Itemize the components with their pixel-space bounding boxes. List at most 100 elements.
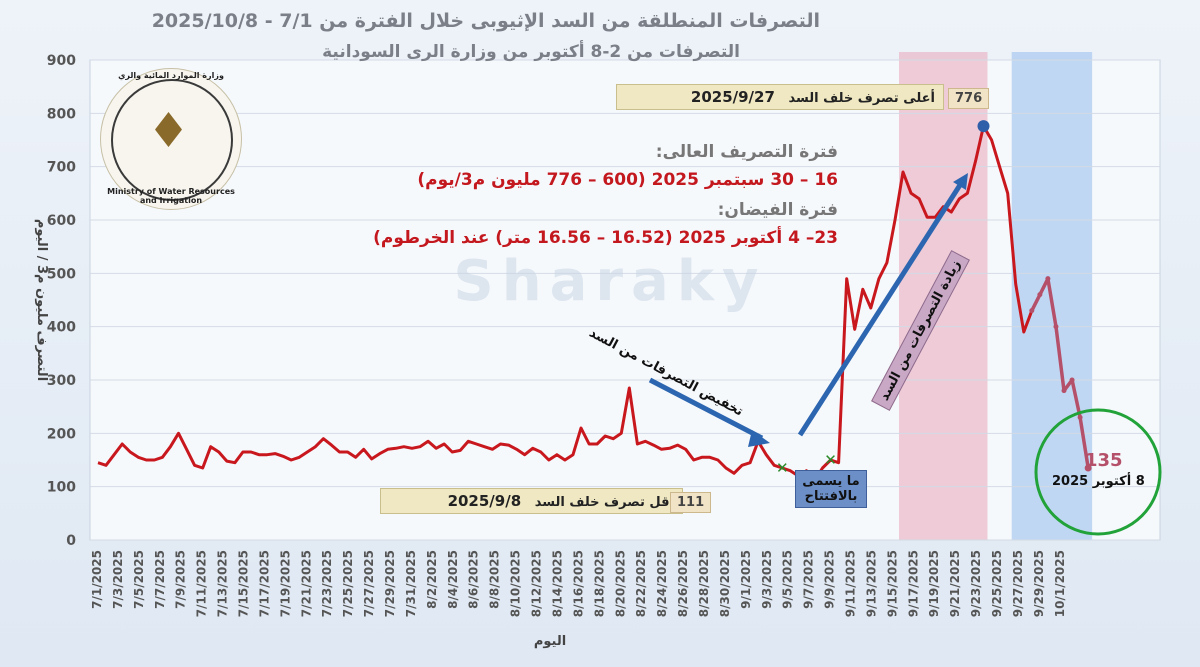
x-tick-label: 7/27/2025 — [362, 550, 376, 617]
reduce-arrow — [648, 377, 764, 441]
y-tick-label: 200 — [47, 426, 76, 442]
x-tick-label: 7/19/2025 — [278, 550, 292, 617]
series-point — [1045, 276, 1051, 282]
x-tick-label: 9/7/2025 — [802, 550, 816, 609]
x-tick-label: 7/5/2025 — [132, 550, 146, 609]
x-tick-label: 7/7/2025 — [153, 550, 167, 609]
x-tick-label: 7/23/2025 — [320, 550, 334, 617]
series-lines — [97, 124, 1091, 483]
x-tick-label: 7/29/2025 — [383, 550, 397, 617]
watermark: Sharaky — [453, 249, 766, 314]
series-point — [1077, 414, 1083, 420]
x-tick-label: 8/8/2025 — [488, 550, 502, 609]
logo-arabic-text: وزارة الموارد المائية والري — [118, 71, 224, 80]
x-tick-label: 8/24/2025 — [655, 550, 669, 617]
y-axis-label: التصرف مليون م3 / اليوم — [34, 219, 49, 381]
x-tick-label: 9/27/2025 — [1011, 550, 1025, 617]
series-point — [1037, 292, 1043, 298]
min-callout-label: أقل تصرف خلف السد — [534, 495, 674, 510]
max-callout-label: أعلى تصرف خلف السد — [788, 91, 936, 106]
ministry-logo: وزارة الموارد المائية والري ♦ Ministry o… — [100, 68, 242, 210]
x-marker: ✕ — [776, 459, 789, 477]
x-tick-label: 9/15/2025 — [885, 550, 899, 617]
min-callout: أقل تصرف خلف السد 2025/9/8 — [380, 488, 683, 514]
opening-note: ما يسمى بالافتتاح — [795, 470, 867, 508]
max-callout: أعلى تصرف خلف السد 2025/9/27 — [616, 84, 944, 110]
high-discharge-text: 16 – 30 سبتمبر 2025 (600 – 776 مليون م3/… — [417, 170, 838, 190]
x-tick-labels: 7/1/2025 7/3/2025 7/5/2025 7/7/2025 7/9/2025… — [90, 550, 1067, 617]
y-tick-label: 600 — [47, 213, 76, 229]
y-tick-label: 700 — [47, 160, 76, 176]
reduce-arrow-head — [748, 430, 770, 447]
x-marker: ✕ — [824, 451, 837, 469]
min-value-badge: 111 — [670, 492, 712, 513]
series-point — [1069, 377, 1075, 383]
x-tick-label: 9/3/2025 — [760, 550, 774, 609]
max-marker — [977, 120, 990, 133]
x-tick-label: 8/2/2025 — [425, 550, 439, 609]
y-tick-label: 500 — [47, 266, 76, 282]
high-discharge-heading: فترة التصريف العالى: — [655, 142, 838, 162]
x-tick-label: 9/5/2025 — [781, 550, 795, 609]
x-tick-label: 9/19/2025 — [927, 550, 941, 617]
x-tick-label: 9/17/2025 — [906, 550, 920, 617]
series-point — [1053, 324, 1059, 330]
x-tick-label: 9/23/2025 — [969, 550, 983, 617]
x-tick-label: 7/13/2025 — [216, 550, 230, 617]
increase-arrow-head — [953, 173, 968, 190]
x-tick-label: 8/22/2025 — [634, 550, 648, 617]
chart-subtitle: التصرفات من 2-8 أكتوبر من وزارة الرى الس… — [322, 42, 740, 62]
x-tick-label: 8/12/2025 — [530, 550, 544, 617]
x-tick-label: 9/21/2025 — [948, 550, 962, 617]
x-tick-label: 8/6/2025 — [467, 550, 481, 609]
chart-title: التصرفات المنطلقة من السد الإثيوبى خلال … — [151, 10, 820, 32]
x-tick-label: 8/4/2025 — [446, 550, 460, 609]
x-tick-label: 10/1/2025 — [1053, 550, 1067, 617]
x-tick-label: 7/31/2025 — [404, 550, 418, 617]
min-callout-date: 2025/9/8 — [447, 492, 522, 510]
series-point — [1029, 308, 1035, 314]
x-tick-label: 9/13/2025 — [864, 550, 878, 617]
x-tick-label: 9/29/2025 — [1032, 550, 1046, 617]
x-tick-label: 9/9/2025 — [823, 550, 837, 609]
y-tick-label: 300 — [47, 373, 76, 389]
end-value-label: 135 — [1085, 450, 1123, 471]
max-value-badge: 776 — [948, 88, 990, 109]
series-line-1 — [97, 124, 1034, 483]
x-tick-label: 8/20/2025 — [613, 550, 627, 617]
x-tick-label: 8/26/2025 — [676, 550, 690, 617]
increase-arrow — [797, 183, 963, 437]
x-tick-label: 7/25/2025 — [341, 550, 355, 617]
y-tick-labels: 0 100 200 300 400 500 600 700 800 900 — [47, 53, 76, 549]
x-tick-label: 9/25/2025 — [990, 550, 1004, 617]
x-tick-label: 7/21/2025 — [299, 550, 313, 617]
logo-ring — [111, 79, 233, 201]
x-tick-label: 7/15/2025 — [237, 550, 251, 617]
y-tick-label: 800 — [47, 106, 76, 122]
max-callout-date: 2025/9/27 — [690, 88, 775, 106]
y-tick-label: 100 — [47, 480, 76, 496]
x-tick-label: 7/3/2025 — [111, 550, 125, 609]
x-tick-label: 8/18/2025 — [592, 550, 606, 617]
y-tick-label: 900 — [47, 53, 76, 69]
x-tick-label: 9/11/2025 — [843, 550, 857, 617]
x-tick-label: 9/1/2025 — [739, 550, 753, 609]
end-marker — [1084, 464, 1092, 472]
x-axis-label: اليوم — [534, 634, 566, 649]
x-tick-label: 7/1/2025 — [90, 550, 104, 609]
x-tick-label: 8/16/2025 — [571, 550, 585, 617]
end-highlight-circle — [1034, 408, 1162, 536]
x-tick-label: 8/30/2025 — [718, 550, 732, 617]
y-gridlines — [90, 59, 1160, 541]
x-tick-label: 7/9/2025 — [174, 550, 188, 609]
flood-text: 23– 4 أكتوبر 2025 (16.52 – 16.56 متر) عن… — [373, 228, 838, 248]
y-tick-label: 400 — [47, 320, 76, 336]
eagle-icon: ♦ — [147, 103, 191, 159]
series-point — [1061, 388, 1067, 394]
x-tick-label: 8/10/2025 — [509, 550, 523, 617]
x-tick-label: 8/28/2025 — [697, 550, 711, 617]
x-tick-label: 7/11/2025 — [195, 550, 209, 617]
x-tick-label: 8/14/2025 — [550, 550, 564, 617]
flood-heading: فترة الفيضان: — [717, 200, 838, 220]
